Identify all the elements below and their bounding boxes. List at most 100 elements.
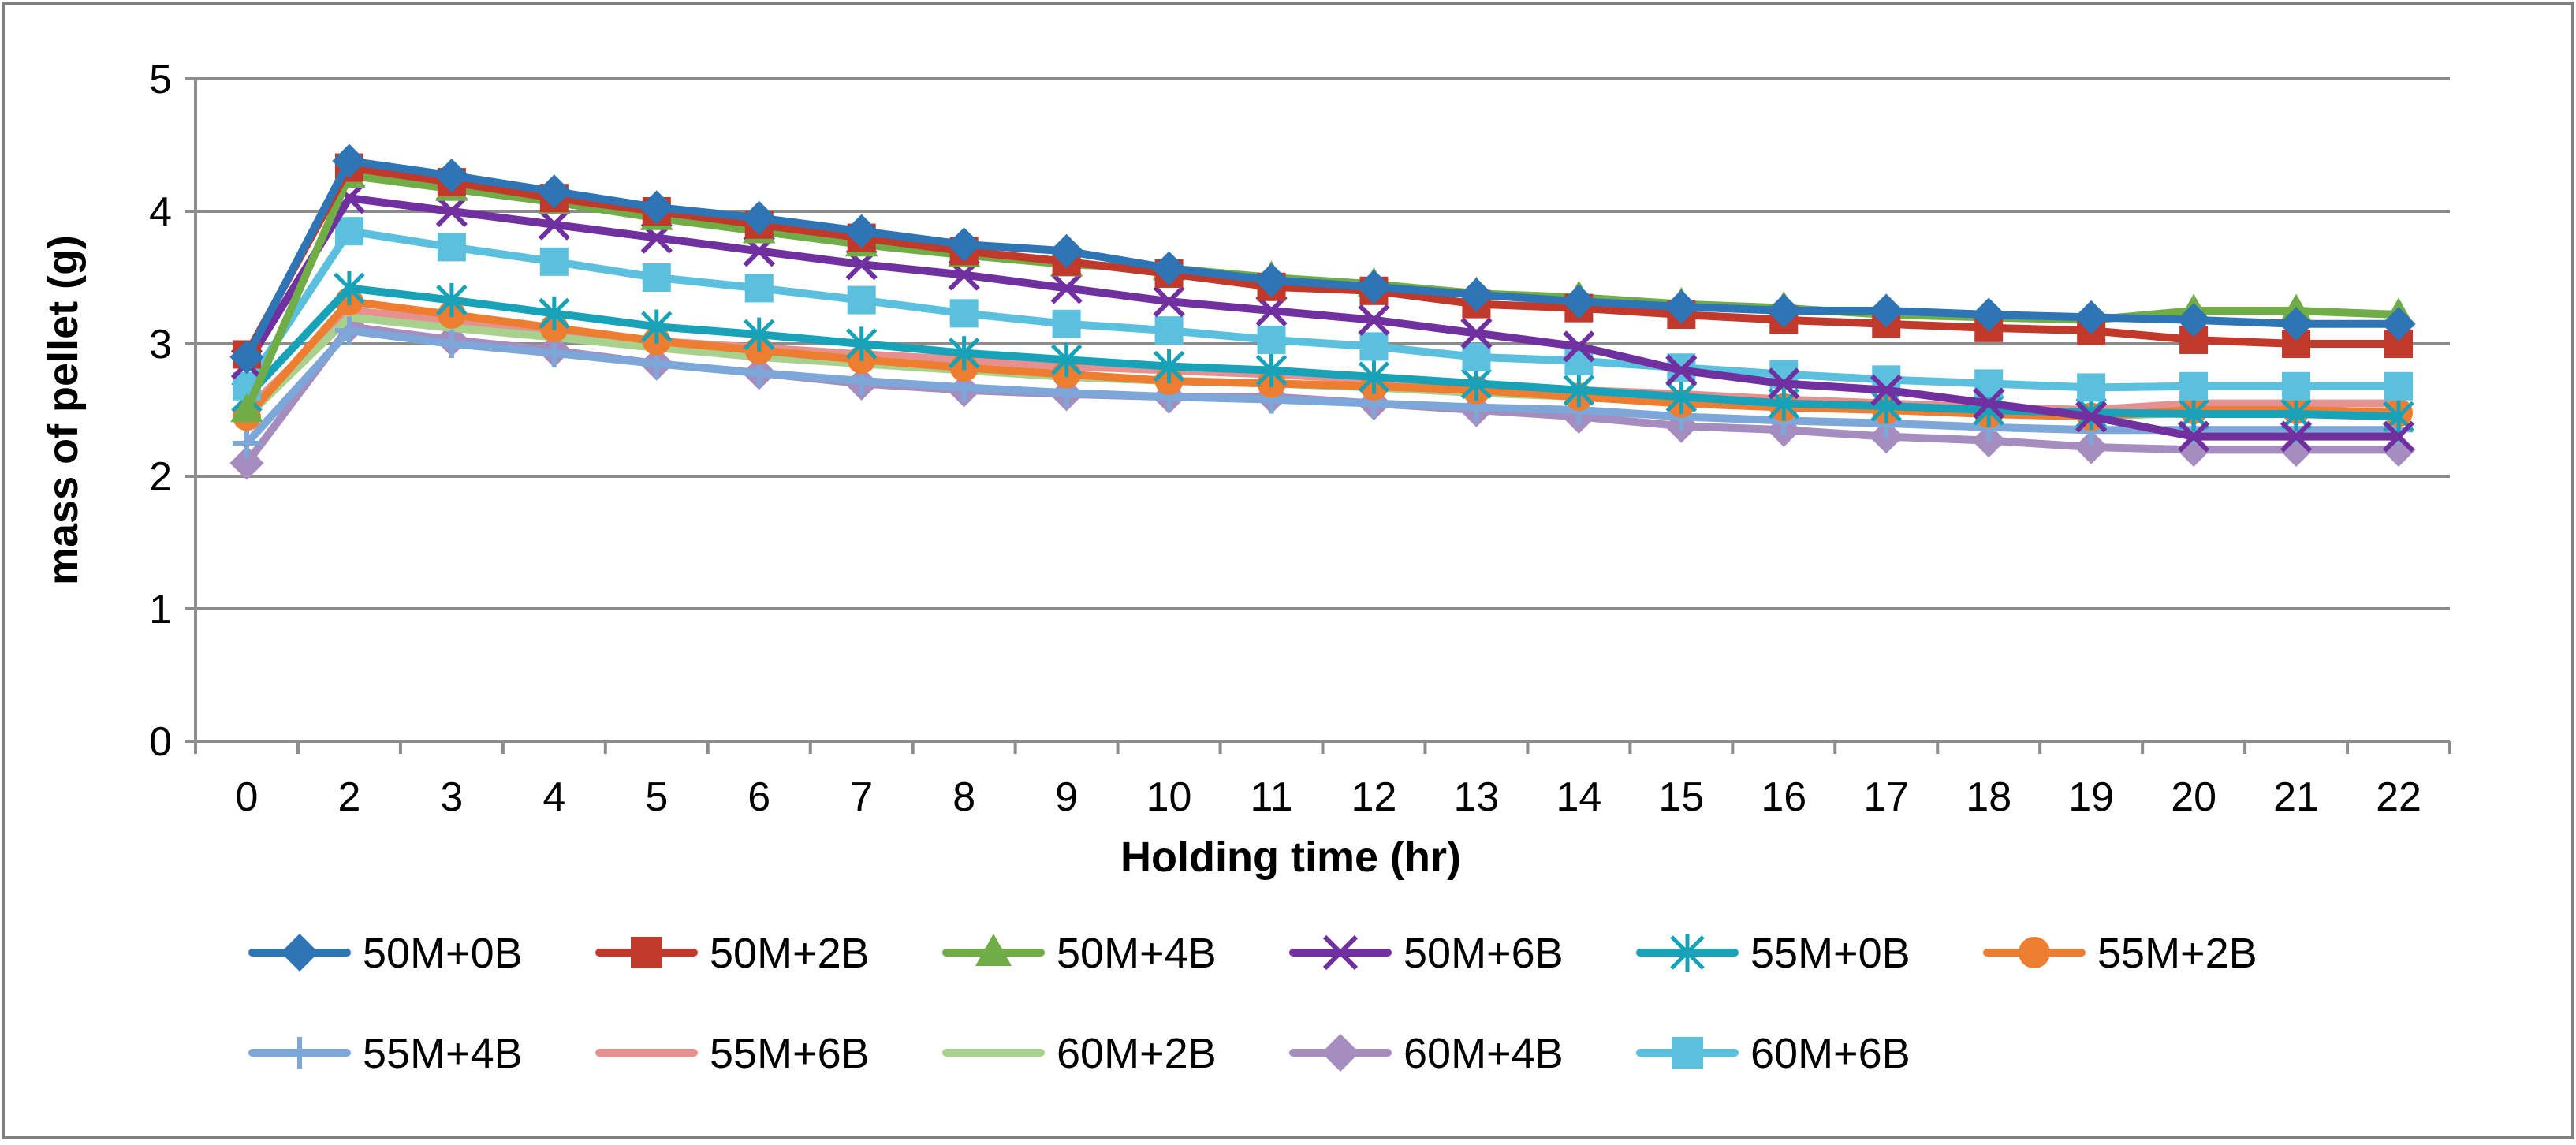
y-axis-title: mass of pellet (g) [39,235,87,585]
legend-label: 50M+6B [1404,930,1564,977]
series-line [243,157,2403,361]
data-point [641,309,673,344]
data-point [334,270,365,306]
data-point [332,144,367,178]
legend-marker [1670,934,1705,972]
y-tick-label: 1 [149,587,172,632]
x-tick-label: 7 [850,774,873,820]
legend-marker [284,1037,315,1069]
data-point [1460,317,1493,349]
x-tick-label: 3 [440,774,463,820]
data-point [1153,285,1185,318]
legend-item: 55M+2B [1983,930,2257,977]
legend-marker [281,934,319,972]
legend-label: 55M+6B [710,1030,870,1077]
legend-label: 60M+2B [1057,1030,1217,1077]
data-point [1971,297,2006,332]
series-line [243,326,2403,447]
x-tick-label: 10 [1146,774,1192,820]
x-tick-label: 13 [1454,774,1500,820]
data-point [1257,325,1286,354]
data-point [947,227,982,262]
data-point [1870,374,1903,406]
data-point [539,338,569,367]
data-point [2282,371,2311,401]
data-point [538,208,570,241]
data-point [232,429,261,457]
legend-label: 55M+4B [363,1030,523,1077]
series-50M+0B [229,144,2416,375]
data-point [2279,432,2313,467]
x-tick-label: 16 [1761,774,1806,820]
series-line [243,227,2403,392]
x-tick-label: 20 [2171,774,2216,820]
data-point [847,285,876,315]
legend-item: 50M+6B [1289,930,1564,977]
data-point [1050,272,1083,304]
gridlines [196,77,2450,610]
legend-marker [1322,1034,1359,1072]
y-tick-label: 5 [149,57,172,103]
data-point [1665,354,1698,386]
legend-marker [975,934,1012,966]
data-point [435,195,468,228]
data-point [1358,360,1390,394]
x-tick-label: 21 [2273,774,2319,820]
legend-label: 50M+2B [710,930,870,977]
data-point [1460,366,1493,401]
data-point [2176,432,2211,467]
data-point [1359,332,1389,361]
legend: 50M+0B 50M+2B 50M+4B 50M+6B 55M+0B 55M+2B 55M+… [248,930,2257,1077]
data-point [2280,420,2313,453]
data-point [642,263,671,292]
data-point [1664,289,1698,324]
data-point [230,393,263,423]
x-tick-label: 15 [1658,774,1704,820]
legend-item: 55M+6B [595,1030,870,1077]
data-point [845,326,878,361]
legend-item: 50M+0B [248,930,523,977]
data-point [1459,278,1494,312]
data-point [539,296,570,330]
x-tick-label: 18 [1966,774,2011,820]
data-point [229,340,264,375]
legend-marker [2019,937,2050,968]
data-point [743,317,775,352]
legend-label: 55M+0B [1750,930,1911,977]
legend-marker [1672,1037,1703,1069]
data-point [1255,294,1288,327]
data-point [844,214,879,248]
legend-item: 60M+4B [1289,1030,1564,1077]
data-point [334,217,363,246]
legend-item: 60M+2B [942,1030,1217,1077]
data-point [2074,300,2108,334]
data-point [1869,293,1903,328]
x-axis-title: Holding time (hr) [1120,834,1461,881]
legend-item: 60M+6B [1636,1030,1911,1077]
data-point [437,233,466,262]
data-point [948,336,980,371]
y-tick-label: 4 [149,189,172,235]
data-point [1462,342,1491,371]
series-group [229,144,2416,480]
data-point [2279,307,2313,341]
data-point [1563,330,1595,363]
data-point [1358,304,1390,336]
legend-label: 60M+6B [1750,1030,1911,1077]
x-tick-label: 8 [952,774,975,820]
legend-item: 55M+4B [248,1030,523,1077]
y-tick-label: 3 [149,322,172,367]
data-point [2381,432,2416,467]
data-point [1768,367,1800,400]
x-tick-label: 9 [1055,774,1078,820]
x-tick-label: 17 [1863,774,1909,820]
x-tick-label: 14 [1556,774,1601,820]
data-point [2382,420,2415,453]
x-tick-label: 4 [542,774,565,820]
data-point [2384,371,2414,401]
data-point [949,299,979,328]
data-point [1050,342,1083,377]
